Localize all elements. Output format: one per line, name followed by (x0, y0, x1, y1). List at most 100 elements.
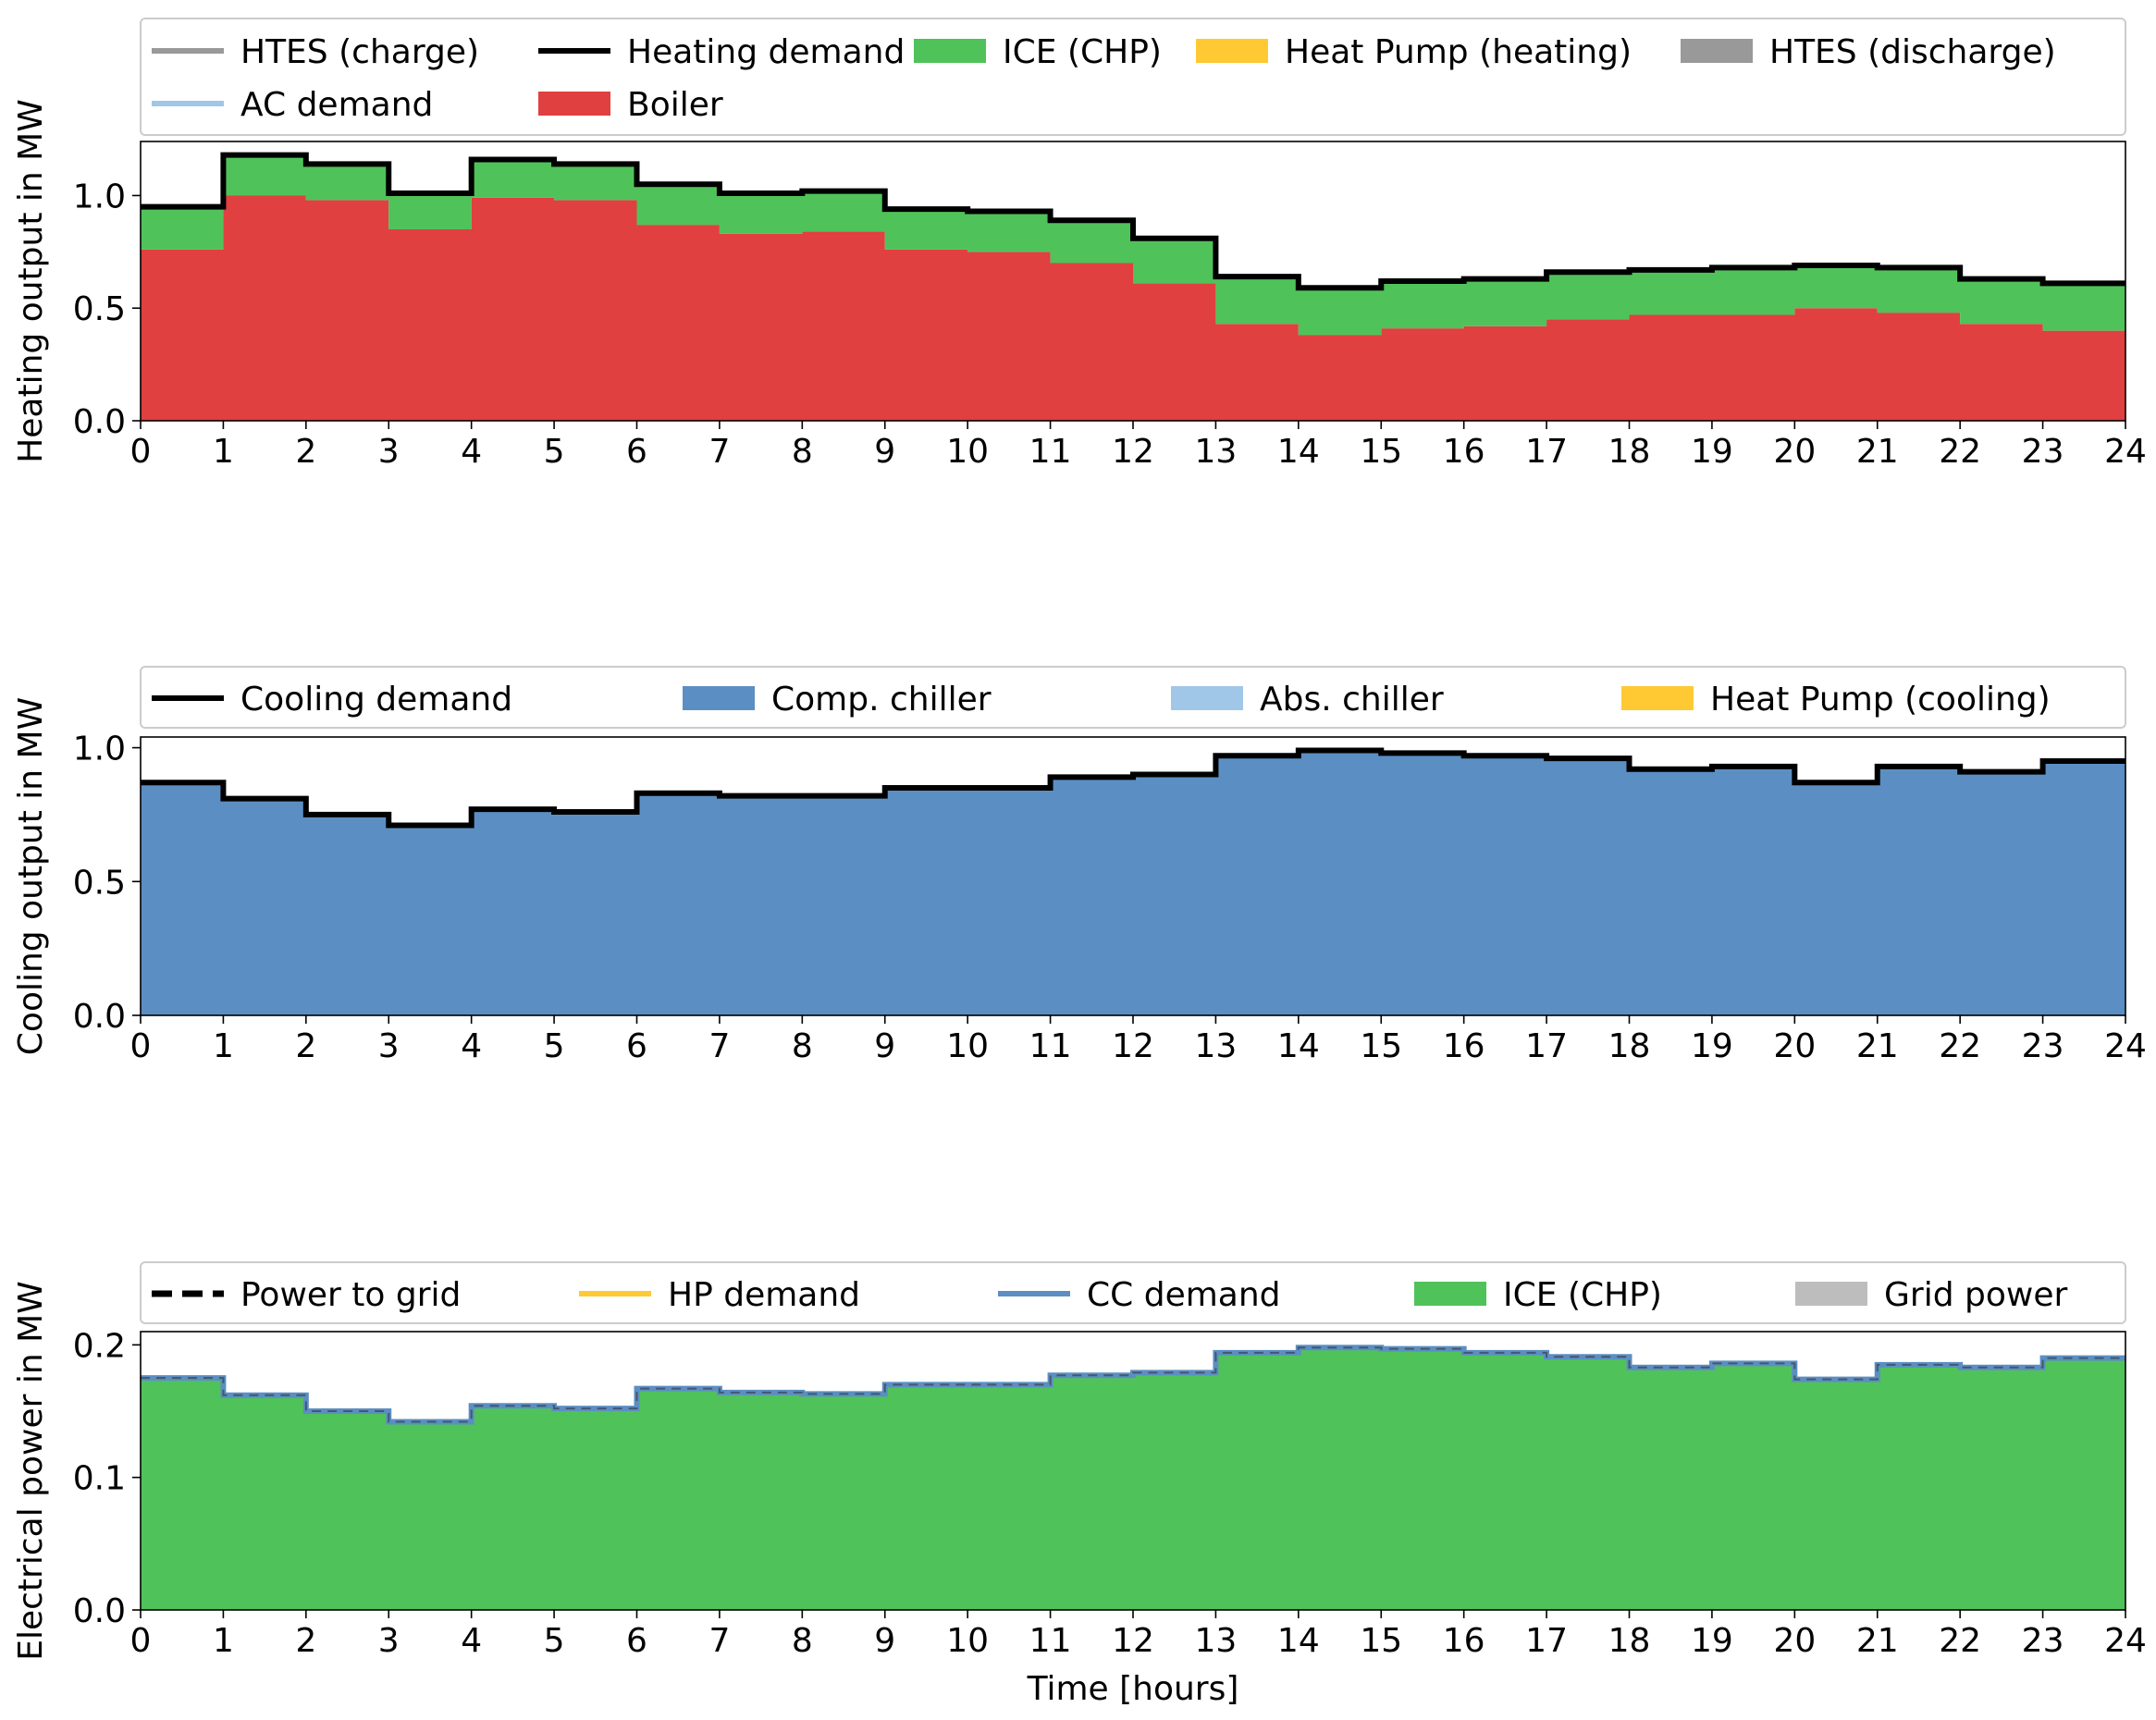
x-tick-label: 21 (1856, 1027, 1899, 1065)
legend-swatch (914, 39, 986, 63)
x-tick-label: 14 (1277, 1622, 1320, 1660)
x-tick-label: 5 (544, 433, 565, 471)
x-tick-label: 3 (378, 1622, 400, 1660)
area-boiler (141, 195, 2125, 421)
x-tick-label: 0 (130, 433, 152, 471)
x-tick-label: 21 (1856, 433, 1899, 471)
legend-item-cc-demand: CC demand (998, 1276, 1281, 1314)
x-tick-label: 20 (1773, 1027, 1816, 1065)
y-tick-label: 0.5 (73, 290, 126, 328)
y-axis-label: Cooling output in MW (12, 697, 50, 1055)
legend-item-boiler: Boiler (538, 86, 723, 124)
x-tick-label: 19 (1691, 1622, 1733, 1660)
y-tick-label: 0.0 (73, 998, 126, 1036)
x-tick-label: 10 (946, 1622, 989, 1660)
legend-item-heat-pump-cooling: Heat Pump (cooling) (1621, 681, 2051, 719)
legend-item-abs-chiller: Abs. chiller (1171, 681, 1444, 719)
x-tick-label: 16 (1443, 1027, 1485, 1065)
legend-box (140, 666, 2126, 729)
x-tick-label: 19 (1691, 1027, 1733, 1065)
x-tick-label: 15 (1360, 1027, 1402, 1065)
x-tick-label: 8 (792, 1027, 813, 1065)
legend-box (140, 18, 2126, 136)
x-tick-label: 23 (2022, 433, 2064, 471)
x-tick-label: 12 (1112, 433, 1154, 471)
x-tick-label: 6 (626, 433, 647, 471)
x-tick-label: 9 (874, 1027, 895, 1065)
legend-label: Heat Pump (heating) (1285, 33, 1632, 71)
x-tick-label: 16 (1443, 433, 1485, 471)
x-tick-label: 7 (708, 1027, 730, 1065)
y-tick-label: 1.0 (73, 731, 126, 768)
legend-swatch (1171, 686, 1243, 710)
legend-label: HP demand (668, 1276, 860, 1314)
legend-label: Boiler (627, 86, 723, 124)
x-tick-label: 12 (1112, 1622, 1154, 1660)
x-tick-label: 12 (1112, 1027, 1154, 1065)
legend-swatch (1621, 686, 1694, 710)
x-tick-label: 11 (1029, 433, 1072, 471)
area-comp-chiller (141, 750, 2125, 1015)
legend-label: Power to grid (240, 1276, 461, 1314)
x-tick-label: 24 (2104, 1622, 2147, 1660)
x-tick-label: 14 (1277, 433, 1320, 471)
legend-item-ice-chp: ICE (CHP) (914, 33, 1162, 71)
x-tick-label: 7 (708, 433, 730, 471)
x-tick-label: 10 (946, 433, 989, 471)
x-tick-label: 17 (1525, 1027, 1568, 1065)
legend-label: CC demand (1087, 1276, 1281, 1314)
y-axis-label: Electrical power in MW (12, 1281, 50, 1661)
legend-label: HTES (charge) (240, 33, 479, 71)
x-tick-label: 16 (1443, 1622, 1485, 1660)
legend-item-heating-demand: Heating demand (538, 33, 905, 71)
x-tick-label: 2 (295, 1622, 316, 1660)
line-cooling-demand (141, 747, 2125, 829)
x-tick-label: 3 (378, 1027, 400, 1065)
legend-item-ac-demand: AC demand (152, 86, 433, 124)
x-tick-label: 22 (1939, 1622, 1981, 1660)
y-tick-label: 0.1 (73, 1460, 126, 1498)
x-tick-label: 5 (544, 1027, 565, 1065)
legend-item-hp-demand: HP demand (579, 1276, 860, 1314)
x-tick-label: 10 (946, 1027, 989, 1065)
x-tick-label: 23 (2022, 1622, 2064, 1660)
legend-label: Grid power (1884, 1276, 2067, 1314)
legend-label: Cooling demand (240, 681, 512, 719)
chart-panel-1: 0 1 2 3 4 5 6 7 8 9 10 11 12 13 14 15 16 17 18 19 20 21 22 23 24… (12, 18, 2147, 471)
x-tick-label: 15 (1360, 1622, 1402, 1660)
legend-item-htes-charge: HTES (charge) (152, 33, 479, 71)
x-tick-label: 15 (1360, 433, 1402, 471)
x-tick-label: 11 (1029, 1027, 1072, 1065)
y-tick-label: 0.2 (73, 1327, 126, 1365)
x-tick-label: 2 (295, 433, 316, 471)
x-tick-label: 1 (213, 433, 234, 471)
legend: Power to grid HP demand CC demand ICE (CHP)… (140, 1261, 2126, 1324)
x-tick-label: 1 (213, 1622, 234, 1660)
legend-label: Heating demand (627, 33, 905, 71)
legend-item-cooling-demand: Cooling demand (152, 681, 512, 719)
legend-swatch (1795, 1282, 1867, 1306)
legend-item-ice-chp: ICE (CHP) (1414, 1276, 1662, 1314)
chart-panel-3: 0 1 2 3 4 5 6 7 8 9 10 11 12 13 14 15 16 17 18 19 20 21 22 23 24… (12, 1261, 2147, 1708)
x-axis-label: Time [hours] (1027, 1670, 1239, 1708)
area-ice-chp (141, 154, 2125, 336)
chart-panel-2: 0 1 2 3 4 5 6 7 8 9 10 11 12 13 14 15 16 17 18 19 20 21 22 23 24… (12, 666, 2147, 1065)
x-tick-label: 11 (1029, 1622, 1072, 1660)
x-tick-label: 2 (295, 1027, 316, 1065)
legend-label: HTES (discharge) (1769, 33, 2056, 71)
x-tick-label: 7 (708, 1622, 730, 1660)
x-tick-label: 13 (1195, 1027, 1238, 1065)
legend-item-power-to-grid: Power to grid (152, 1276, 461, 1314)
legend-item-htes-discharge: HTES (discharge) (1681, 33, 2056, 71)
y-tick-label: 0.0 (73, 1592, 126, 1630)
x-tick-label: 22 (1939, 433, 1981, 471)
x-tick-label: 22 (1939, 1027, 1981, 1065)
x-tick-label: 18 (1608, 433, 1651, 471)
x-tick-label: 8 (792, 433, 813, 471)
line-power-to-grid (141, 1346, 2125, 1423)
y-tick-label: 0.5 (73, 864, 126, 902)
legend-swatch (1681, 39, 1753, 63)
x-tick-label: 17 (1525, 433, 1568, 471)
x-tick-label: 1 (213, 1027, 234, 1065)
